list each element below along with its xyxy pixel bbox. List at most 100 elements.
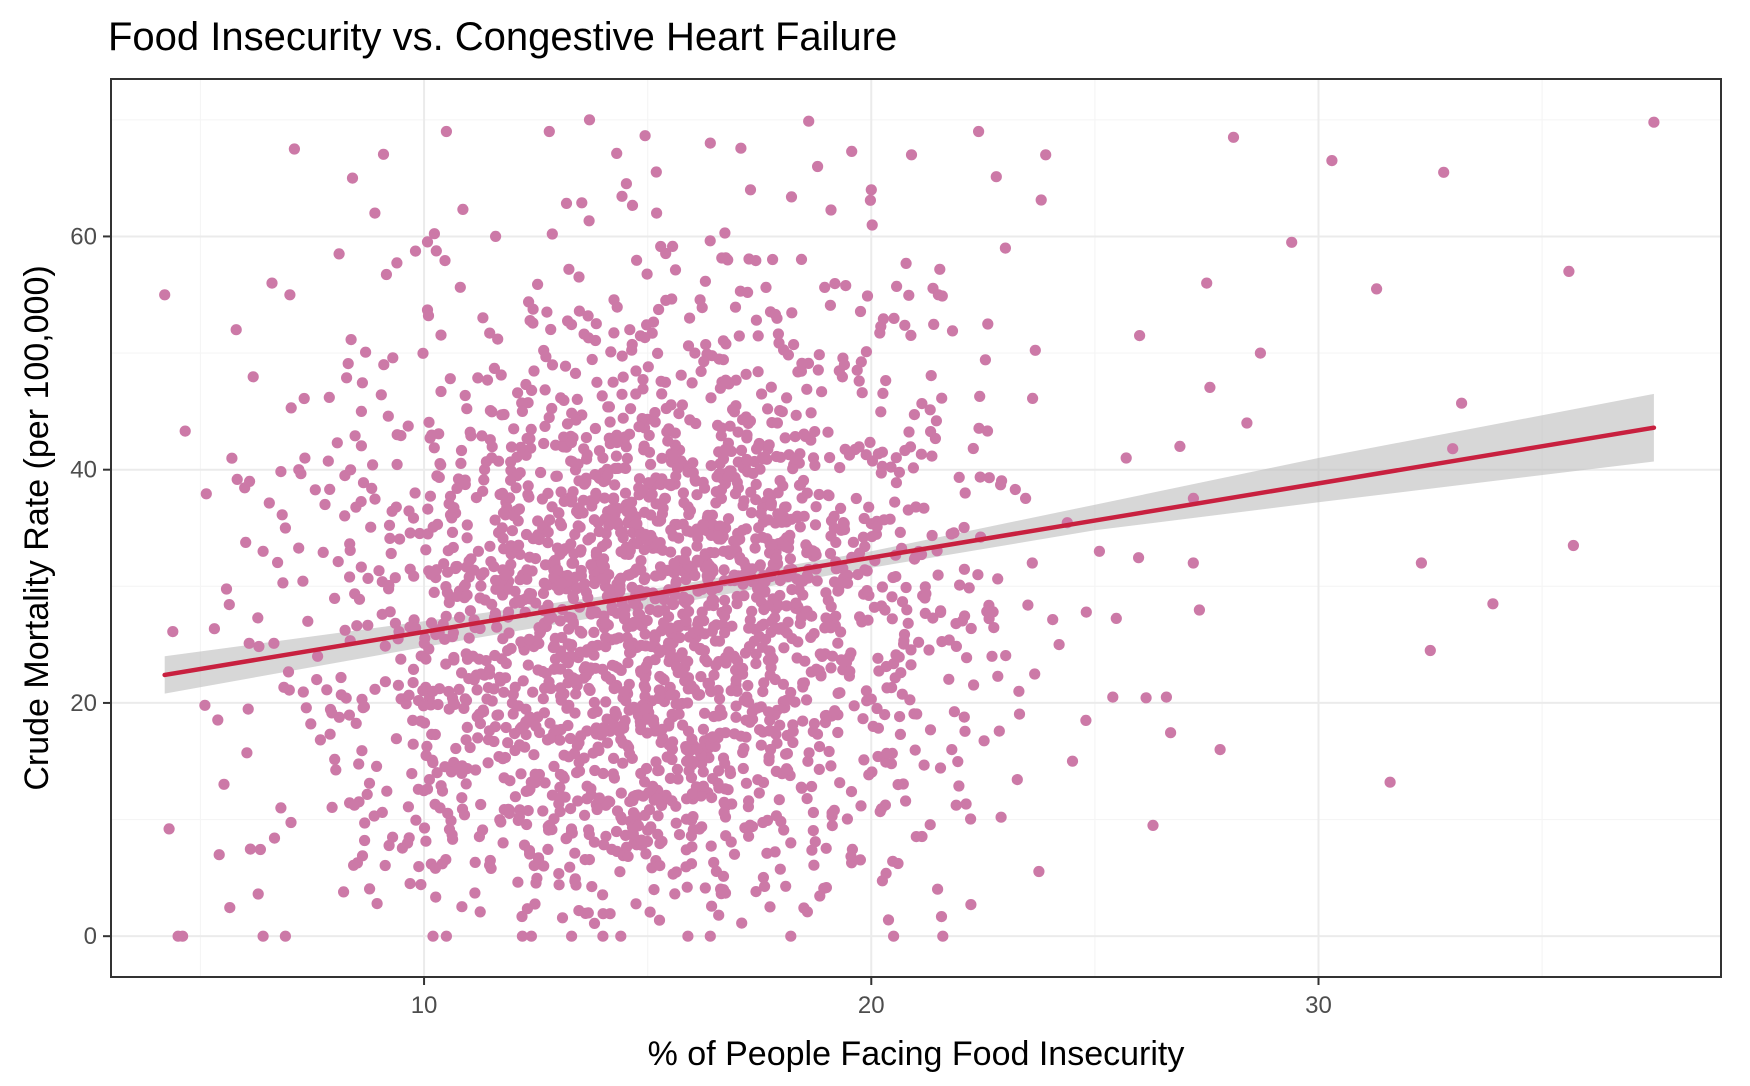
data-point (362, 619, 374, 631)
data-point (606, 659, 619, 671)
data-point (845, 850, 857, 863)
data-point (793, 584, 805, 596)
data-point (341, 372, 353, 384)
data-point (803, 115, 815, 127)
data-point (611, 147, 623, 159)
data-point (355, 561, 367, 573)
y-tick-label: 20 (70, 690, 97, 717)
data-point (801, 570, 813, 582)
data-point (781, 763, 793, 775)
data-point (616, 350, 628, 362)
data-point (785, 686, 797, 699)
data-point (812, 364, 824, 376)
data-point (666, 753, 678, 766)
data-point (936, 392, 948, 404)
data-point (862, 614, 874, 626)
data-point (631, 254, 643, 266)
data-point (478, 567, 490, 579)
data-point (654, 860, 666, 872)
data-point (823, 745, 835, 758)
data-point (482, 734, 495, 746)
data-point (762, 706, 775, 718)
data-point (973, 125, 985, 138)
data-point (722, 513, 735, 525)
data-point (776, 516, 788, 528)
data-point (440, 125, 452, 138)
data-point (798, 428, 810, 440)
data-points (159, 114, 1660, 942)
data-point (622, 639, 635, 651)
data-point (858, 754, 870, 766)
data-point (669, 888, 681, 900)
data-point (450, 742, 462, 755)
data-point (924, 724, 937, 736)
data-point (742, 417, 754, 429)
data-point (656, 388, 668, 400)
data-point (653, 303, 665, 316)
data-point (371, 760, 383, 773)
data-point (780, 501, 792, 513)
data-point (580, 432, 593, 444)
data-point (230, 324, 242, 336)
data-point (841, 813, 854, 825)
data-point (257, 930, 269, 942)
data-point (708, 856, 720, 869)
data-point (649, 629, 662, 641)
data-point (628, 701, 640, 714)
data-point (826, 650, 839, 662)
data-point (472, 545, 484, 557)
data-point (454, 281, 466, 293)
data-point (400, 698, 412, 710)
data-point (621, 841, 633, 853)
data-point (1133, 552, 1145, 564)
data-point (159, 289, 171, 301)
data-point (548, 640, 560, 652)
data-point (617, 412, 629, 424)
data-point (926, 450, 938, 462)
data-point (565, 319, 578, 331)
data-point (958, 521, 970, 534)
data-point (442, 545, 454, 557)
data-point (740, 731, 752, 743)
data-point (471, 684, 483, 696)
data-point (521, 564, 533, 576)
data-point (809, 426, 821, 438)
data-point (615, 787, 627, 799)
data-point (591, 803, 603, 816)
data-point (900, 581, 912, 594)
data-point (708, 669, 720, 681)
data-point (402, 420, 414, 432)
data-point (353, 593, 366, 605)
data-point (927, 612, 939, 624)
data-point (628, 597, 640, 609)
data-point (687, 824, 699, 836)
data-point (622, 850, 634, 863)
data-point (640, 682, 652, 695)
data-point (200, 488, 212, 500)
data-point (532, 515, 544, 527)
data-point (417, 700, 430, 712)
data-point (604, 908, 616, 920)
data-point (486, 598, 498, 611)
data-point (600, 799, 612, 811)
data-point (1022, 599, 1034, 611)
panel-background (111, 79, 1721, 977)
y-axis-ticks: 0 20 40 60 (70, 223, 111, 950)
data-point (418, 637, 430, 650)
data-point (626, 496, 638, 508)
data-point (789, 453, 801, 465)
data-point (607, 376, 619, 388)
data-point (293, 542, 305, 554)
data-point (1567, 539, 1579, 552)
data-point (254, 843, 266, 856)
data-point (322, 455, 334, 467)
data-point (1563, 265, 1575, 277)
data-point (808, 628, 820, 640)
data-point (863, 769, 875, 781)
data-point (475, 580, 487, 592)
data-point (757, 871, 770, 884)
data-point (314, 734, 326, 746)
data-point (890, 649, 902, 661)
data-point (692, 618, 704, 630)
data-point (743, 795, 755, 807)
